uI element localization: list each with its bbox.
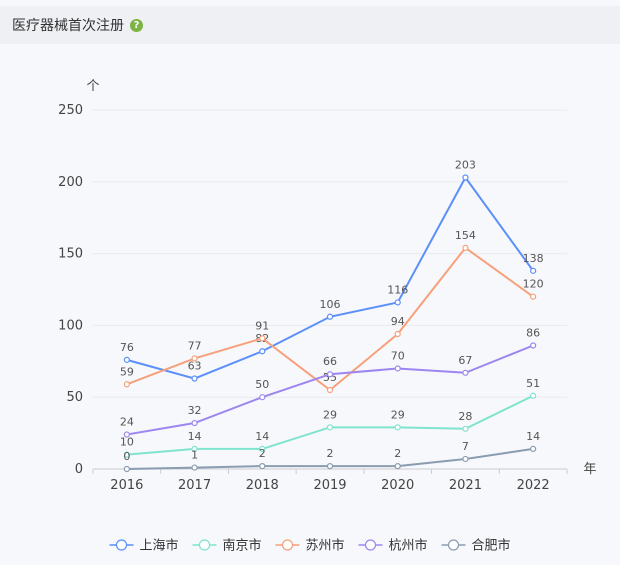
data-point bbox=[326, 371, 334, 378]
y-tick-label: 0 bbox=[75, 462, 83, 477]
data-label: 0 bbox=[123, 450, 130, 463]
legend-marker bbox=[198, 539, 211, 551]
data-point bbox=[123, 356, 130, 363]
data-point bbox=[326, 313, 334, 320]
data-label: 154 bbox=[455, 229, 476, 242]
y-axis-label: 个 bbox=[86, 79, 99, 94]
legend-label: 杭州市 bbox=[389, 538, 428, 554]
data-label: 91 bbox=[255, 319, 269, 332]
data-label: 29 bbox=[323, 408, 337, 421]
data-label: 7 bbox=[462, 440, 469, 453]
data-point bbox=[123, 451, 130, 458]
legend-marker bbox=[364, 539, 377, 551]
data-point bbox=[394, 365, 401, 372]
data-label: 66 bbox=[323, 355, 337, 368]
data-point bbox=[326, 424, 334, 431]
data-point bbox=[123, 465, 130, 473]
data-label: 14 bbox=[255, 430, 269, 443]
data-label: 50 bbox=[255, 378, 269, 391]
data-label: 10 bbox=[120, 436, 134, 449]
data-label: 138 bbox=[523, 252, 544, 265]
data-point bbox=[259, 348, 266, 355]
data-point bbox=[259, 394, 266, 401]
chart-title: 医疗器械首次注册 bbox=[12, 18, 124, 34]
data-label: 2 bbox=[327, 447, 334, 460]
data-label: 116 bbox=[387, 283, 408, 296]
data-point bbox=[191, 375, 198, 382]
y-tick-label: 100 bbox=[58, 318, 83, 333]
data-point bbox=[326, 386, 334, 394]
legend-marker bbox=[447, 539, 460, 551]
x-tick-label: 2017 bbox=[178, 478, 211, 493]
x-tick-label: 2022 bbox=[517, 478, 550, 493]
data-label: 29 bbox=[391, 408, 405, 421]
legend-label: 合肥市 bbox=[472, 538, 511, 554]
data-point bbox=[530, 392, 537, 399]
data-point bbox=[394, 299, 401, 306]
data-point bbox=[191, 419, 198, 427]
legend-label: 上海市 bbox=[140, 538, 179, 554]
data-point bbox=[530, 445, 537, 452]
x-tick-label: 2018 bbox=[246, 478, 279, 493]
x-tick-label: 2016 bbox=[110, 478, 143, 493]
y-tick-label: 150 bbox=[58, 247, 83, 262]
data-label: 2 bbox=[394, 447, 401, 460]
data-label: 70 bbox=[391, 349, 405, 362]
data-point bbox=[259, 445, 266, 452]
legend-marker bbox=[115, 539, 128, 551]
data-point bbox=[259, 463, 266, 470]
data-label: 32 bbox=[188, 404, 202, 417]
legend-marker bbox=[281, 539, 294, 551]
data-point bbox=[462, 174, 469, 181]
data-label: 120 bbox=[523, 278, 544, 291]
data-label: 51 bbox=[526, 377, 540, 390]
data-label: 94 bbox=[391, 315, 405, 328]
x-tick-label: 2019 bbox=[313, 478, 346, 493]
help-icon[interactable]: ? bbox=[130, 18, 143, 32]
data-label: 76 bbox=[120, 341, 134, 354]
data-point bbox=[191, 464, 198, 471]
data-point bbox=[123, 431, 130, 438]
data-point bbox=[530, 342, 537, 349]
data-point bbox=[394, 424, 401, 431]
data-point bbox=[462, 244, 469, 251]
data-label: 203 bbox=[455, 158, 476, 171]
data-point bbox=[191, 445, 198, 452]
data-point bbox=[530, 293, 537, 300]
data-label: 67 bbox=[458, 354, 472, 367]
data-point bbox=[394, 463, 401, 470]
data-point bbox=[191, 355, 198, 362]
legend-label: 苏州市 bbox=[306, 538, 345, 554]
data-label: 14 bbox=[526, 430, 540, 443]
data-point bbox=[259, 335, 266, 342]
data-label: 24 bbox=[120, 416, 134, 429]
data-point bbox=[462, 455, 469, 463]
data-point bbox=[394, 330, 401, 338]
x-tick-label: 2020 bbox=[381, 478, 414, 493]
legend-label: 南京市 bbox=[223, 538, 262, 554]
y-tick-label: 250 bbox=[58, 103, 83, 118]
data-point bbox=[530, 267, 537, 274]
data-label: 14 bbox=[188, 430, 202, 443]
data-label: 106 bbox=[320, 298, 341, 311]
data-point bbox=[462, 369, 469, 376]
data-label: 63 bbox=[188, 360, 202, 373]
data-point bbox=[326, 463, 334, 470]
y-tick-label: 200 bbox=[58, 175, 83, 190]
data-point bbox=[462, 425, 469, 432]
x-tick-label: 2021 bbox=[449, 478, 482, 493]
chart-header: 医疗器械首次注册 ? bbox=[0, 6, 620, 44]
data-label: 86 bbox=[526, 327, 540, 340]
data-label: 1 bbox=[191, 449, 198, 462]
x-axis-label: 年 bbox=[583, 462, 596, 477]
data-label: 77 bbox=[188, 339, 202, 352]
data-point bbox=[123, 381, 130, 388]
y-tick-label: 50 bbox=[66, 390, 83, 405]
data-label: 59 bbox=[120, 365, 134, 378]
data-label: 2 bbox=[259, 447, 266, 460]
data-label: 28 bbox=[458, 410, 472, 423]
